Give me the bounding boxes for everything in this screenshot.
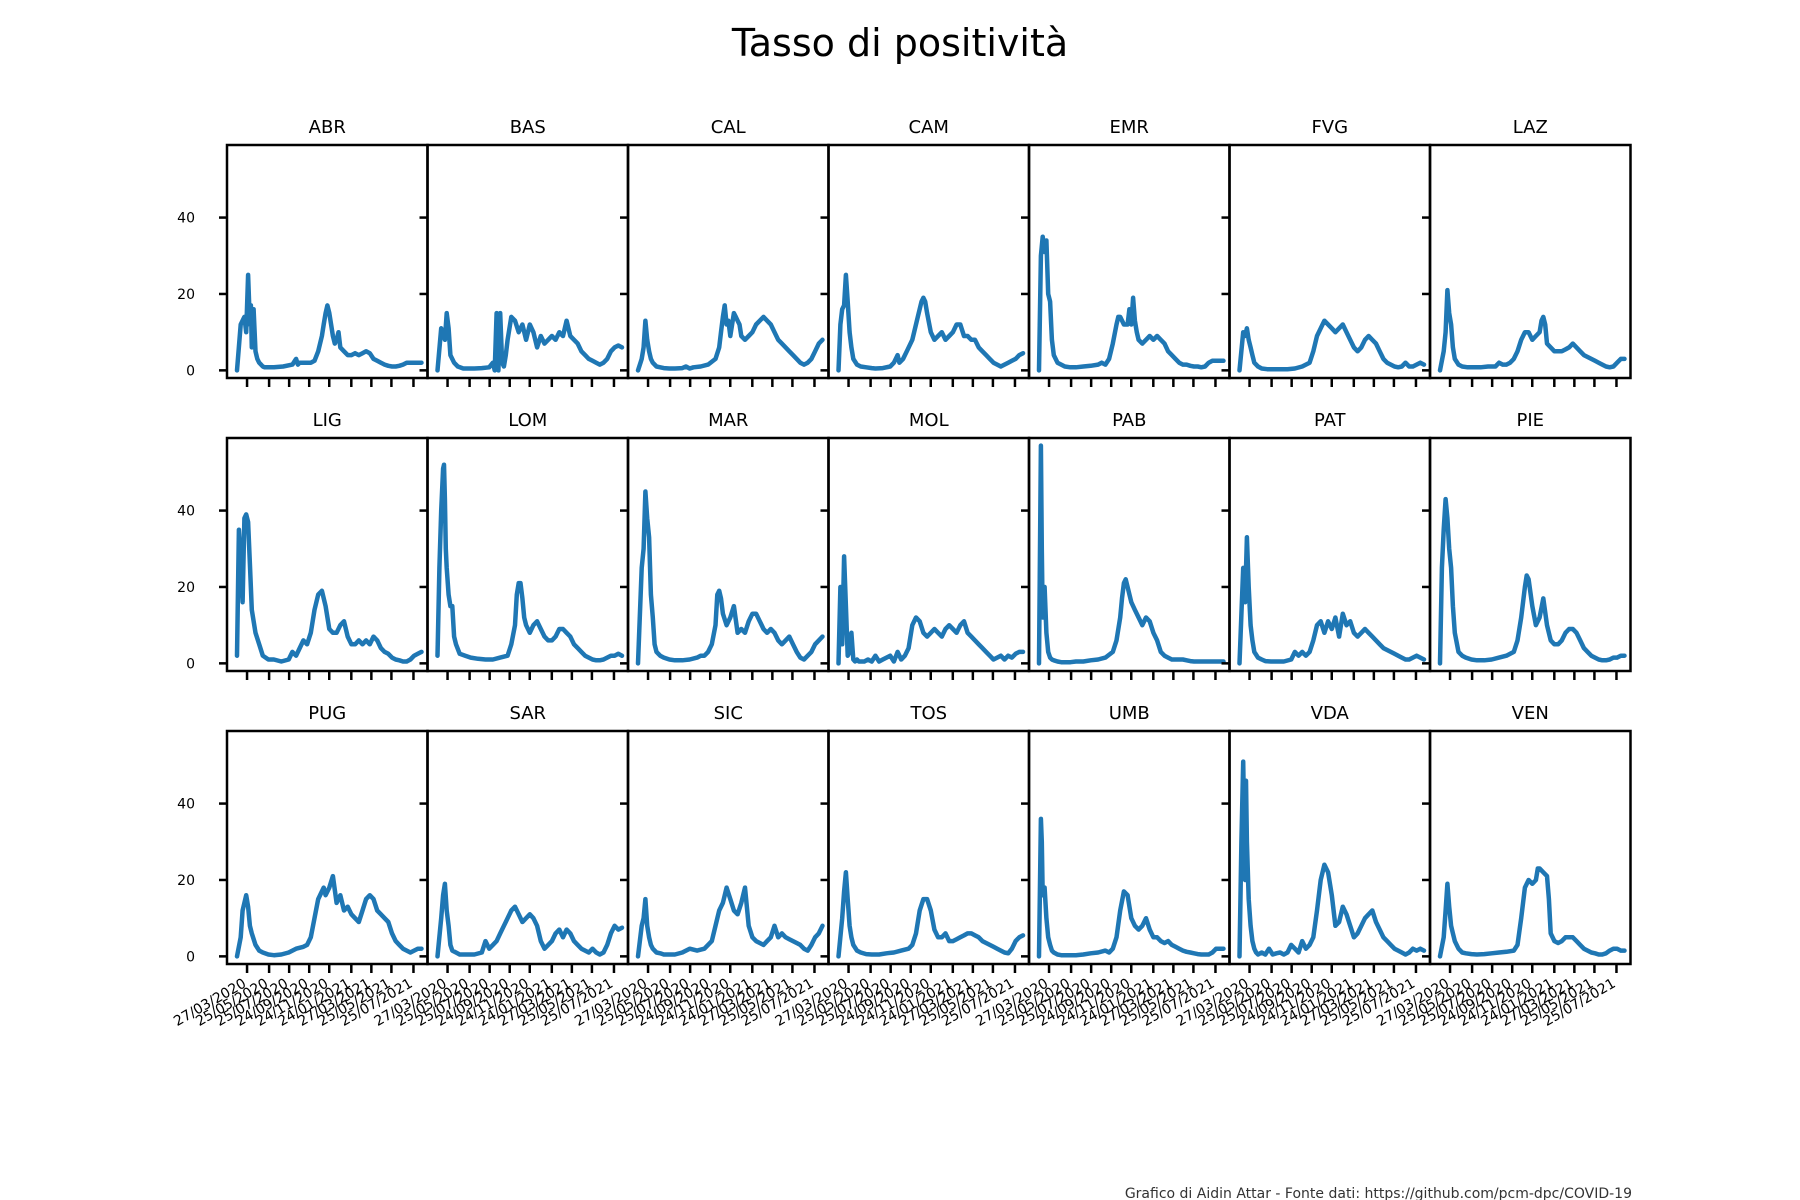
series-line-cam bbox=[836, 272, 1026, 373]
panel-title: PAB bbox=[1112, 410, 1146, 431]
series-line-mol bbox=[836, 554, 1026, 666]
panel-title: PUG bbox=[308, 703, 346, 724]
panel-title: LAZ bbox=[1513, 117, 1548, 138]
panels-grid: ABR 0 20 40 BAS CAL CAM EMR FVG LAZ LIG 0 20 40 LOM MAR… bbox=[171, 117, 1632, 1030]
axes-frame bbox=[1027, 143, 1231, 380]
axes-frame bbox=[1428, 436, 1632, 673]
panel-mar: MAR bbox=[620, 410, 830, 680]
axes-frame bbox=[827, 729, 1031, 966]
y-tick-label: 20 bbox=[177, 873, 195, 889]
series-line-pat bbox=[1237, 535, 1427, 666]
panel-pie: PIE bbox=[1422, 410, 1632, 680]
axes-frame bbox=[827, 143, 1031, 380]
series-line-ven bbox=[1437, 866, 1627, 959]
axes-frame bbox=[1228, 729, 1432, 966]
panel-mol: MOL bbox=[820, 410, 1031, 680]
series-line-pug bbox=[234, 873, 424, 959]
series-line-emr bbox=[1036, 234, 1226, 373]
panel-pab: PAB bbox=[1021, 410, 1231, 680]
panel-pug: PUG0204027/03/202025/05/202025/07/202024… bbox=[171, 703, 429, 1030]
panel-fvg: FVG bbox=[1221, 117, 1432, 387]
panel-title: ABR bbox=[309, 117, 346, 138]
panel-title: LIG bbox=[313, 410, 342, 431]
panel-title: TOS bbox=[909, 703, 947, 724]
axes-frame bbox=[626, 436, 830, 673]
series-line-tos bbox=[836, 870, 1026, 959]
panel-title: UMB bbox=[1109, 703, 1150, 724]
panel-title: LOM bbox=[508, 410, 547, 431]
source-footer: Grafico di Aidin Attar - Fonte dati: htt… bbox=[1125, 1186, 1632, 1200]
series-line-abr bbox=[234, 272, 424, 373]
panel-bas: BAS bbox=[419, 117, 630, 387]
panel-title: SIC bbox=[714, 703, 743, 724]
panel-title: PIE bbox=[1516, 410, 1544, 431]
series-line-sar bbox=[435, 881, 625, 959]
panel-title: PAT bbox=[1314, 410, 1347, 431]
axes-frame bbox=[426, 143, 630, 380]
panel-pat: PAT bbox=[1221, 410, 1432, 680]
series-line-bas bbox=[435, 310, 625, 373]
y-tick-label: 40 bbox=[177, 504, 195, 520]
series-line-mar bbox=[635, 489, 825, 666]
y-tick-label: 0 bbox=[186, 363, 195, 379]
series-line-fvg bbox=[1237, 318, 1427, 373]
panel-lom: LOM bbox=[419, 410, 630, 680]
panel-cal: CAL bbox=[620, 117, 830, 387]
panel-lig: LIG 0 20 40 bbox=[177, 410, 429, 680]
panel-abr: ABR 0 20 40 bbox=[177, 117, 429, 387]
panel-laz: LAZ bbox=[1422, 117, 1632, 387]
panel-title: MOL bbox=[909, 410, 949, 431]
axes-frame bbox=[1428, 143, 1632, 380]
panel-title: EMR bbox=[1110, 117, 1149, 138]
axes-frame bbox=[1428, 729, 1632, 966]
panel-title: CAL bbox=[711, 117, 746, 138]
panel-title: VEN bbox=[1512, 703, 1549, 724]
axes-frame bbox=[1228, 436, 1432, 673]
series-line-cal bbox=[635, 303, 825, 373]
axes-frame bbox=[1027, 729, 1231, 966]
panel-emr: EMR bbox=[1021, 117, 1231, 387]
series-line-vda bbox=[1237, 759, 1427, 959]
series-line-sic bbox=[635, 885, 825, 959]
y-tick-label: 0 bbox=[186, 949, 195, 965]
panel-title: SAR bbox=[509, 703, 546, 724]
panel-title: VDA bbox=[1311, 703, 1350, 724]
series-line-laz bbox=[1437, 287, 1627, 373]
series-line-pab bbox=[1036, 443, 1226, 666]
axes-frame bbox=[1228, 143, 1432, 380]
panel-title: BAS bbox=[510, 117, 546, 138]
y-tick-label: 40 bbox=[177, 211, 195, 227]
panel-cam: CAM bbox=[820, 117, 1031, 387]
panel-title: MAR bbox=[708, 410, 748, 431]
y-tick-label: 20 bbox=[177, 580, 195, 596]
panel-title: CAM bbox=[909, 117, 949, 138]
y-tick-label: 0 bbox=[186, 656, 195, 672]
axes-frame bbox=[426, 436, 630, 673]
panel-title: FVG bbox=[1311, 117, 1348, 138]
series-line-pie bbox=[1437, 496, 1627, 666]
y-tick-label: 20 bbox=[177, 287, 195, 303]
axes-frame bbox=[225, 729, 429, 966]
series-line-umb bbox=[1036, 816, 1226, 959]
axes-frame bbox=[1027, 436, 1231, 673]
axes-frame bbox=[426, 729, 630, 966]
series-line-lig bbox=[234, 512, 424, 664]
figure-title: Tasso di positività bbox=[731, 21, 1068, 65]
axes-frame bbox=[626, 143, 830, 380]
series-line-lom bbox=[435, 462, 625, 663]
y-tick-label: 40 bbox=[177, 797, 195, 813]
axes-frame bbox=[626, 729, 830, 966]
